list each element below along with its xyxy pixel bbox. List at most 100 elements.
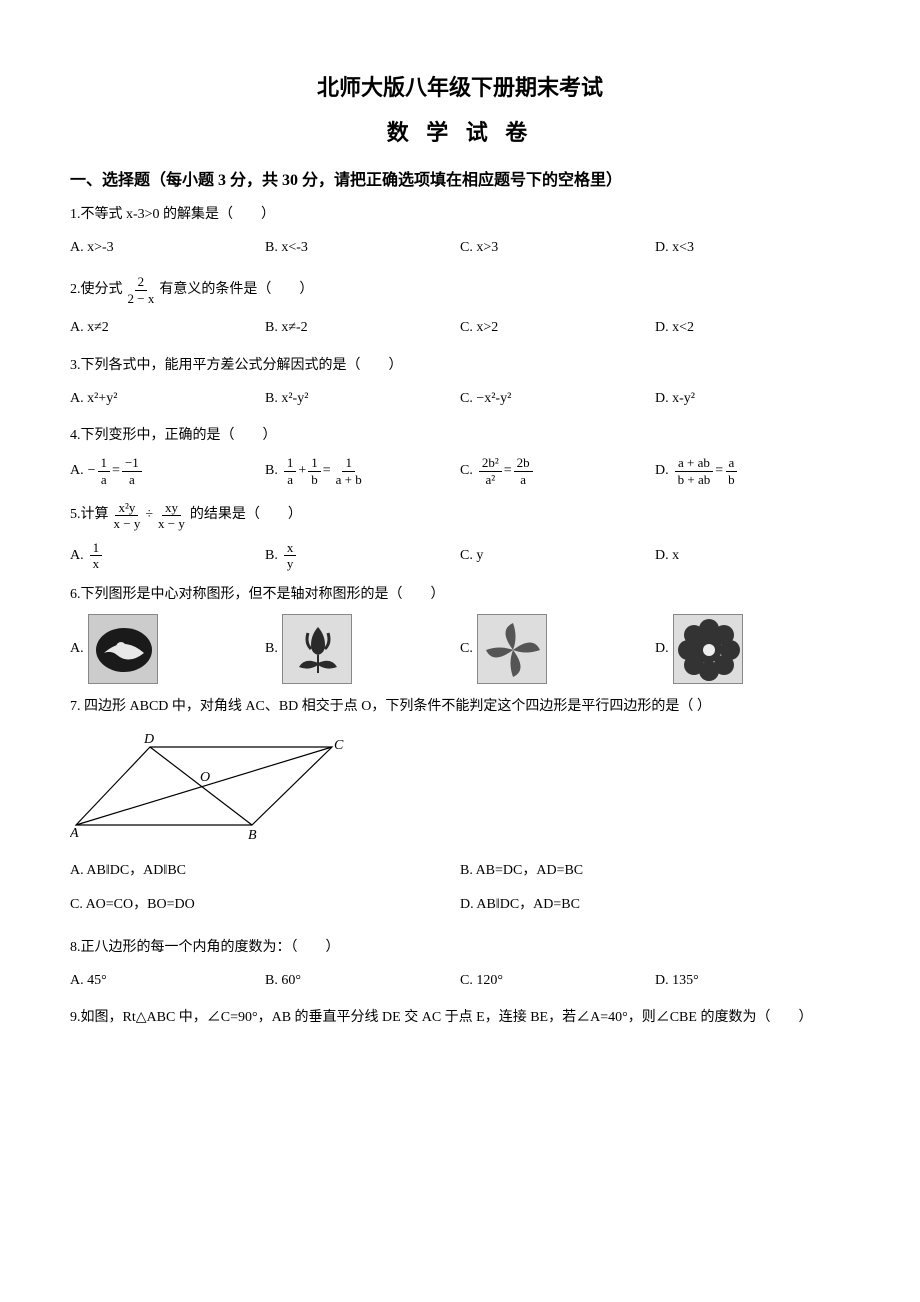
q6-image-c <box>477 614 547 684</box>
q6-c-label: C. <box>460 638 473 660</box>
eq-sign: = <box>112 460 120 482</box>
q4-d-lhs-den: b + ab <box>675 472 714 488</box>
eq-sign: = <box>323 460 331 482</box>
q5-t2-num: xy <box>162 500 181 517</box>
q7-label-b: B <box>248 828 257 841</box>
q4-a-rhs-num: −1 <box>122 455 142 472</box>
q4-b-t1-den: a <box>284 472 296 488</box>
q6-d-label: D. <box>655 638 669 660</box>
q4-b-t1: 1 a <box>284 455 297 487</box>
q2-opt-a: A. x≠2 <box>70 315 265 343</box>
q4-c-lhs: 2b² a² <box>479 455 502 487</box>
q2-suffix: 有意义的条件是（ ） <box>159 279 313 301</box>
eq-sign: = <box>504 460 512 482</box>
q1-options: A. x>-3 B. x<-3 C. x>3 D. x<3 <box>70 234 850 262</box>
q1-text: 1.不等式 x-3>0 的解集是（ ） <box>70 204 850 226</box>
q8-options: A. 45° B. 60° C. 120° D. 135° <box>70 967 850 995</box>
q2-text: 2.使分式 2 2 − x 有意义的条件是（ ） <box>70 274 850 306</box>
q4-c-lhs-num: 2b² <box>479 455 502 472</box>
q7-opt-c: C. AO=CO，BO=DO <box>70 891 460 919</box>
question-9: 9.如图，Rt△ABC 中，∠C=90°，AB 的垂直平分线 DE 交 AC 于… <box>70 1007 850 1029</box>
q7-label-d: D <box>143 732 154 747</box>
question-8: 8.正八边形的每一个内角的度数为：（ ） A. 45° B. 60° C. 12… <box>70 937 850 995</box>
q4-c-label: C. <box>460 460 473 482</box>
q4-b-rhs: 1 a + b <box>333 455 365 487</box>
q4-d-rhs-den: b <box>725 472 738 488</box>
q7-options: A. AB‖DC，AD‖BC B. AB=DC，AD=BC C. AO=CO，B… <box>70 857 850 925</box>
q8-opt-d: D. 135° <box>655 967 850 995</box>
q4-a-lhs: 1 a <box>98 455 111 487</box>
swirl-icon <box>89 615 158 684</box>
q5-text: 5.计算 x²y x − y ÷ xy x − y 的结果是（ ） <box>70 500 850 532</box>
q4-d-rhs: a b <box>725 455 738 487</box>
q5-a-frac: 1 x <box>90 540 103 572</box>
q6-options: A. B. C. <box>70 614 850 684</box>
q7-label-o: O <box>200 770 210 785</box>
q4-a-label: A. <box>70 460 84 482</box>
q4-options: A. − 1 a = −1 a B. 1 a + 1 b = <box>70 455 850 487</box>
q5-div: ÷ <box>145 504 153 526</box>
question-1: 1.不等式 x-3>0 的解集是（ ） A. x>-3 B. x<-3 C. x… <box>70 204 850 262</box>
q4-c-rhs-num: 2b <box>514 455 533 472</box>
q4-b-rhs-den: a + b <box>333 472 365 488</box>
q6-opt-d: D. <box>655 614 850 684</box>
q8-opt-c: C. 120° <box>460 967 655 995</box>
q7-opt-d: D. AB‖DC，AD=BC <box>460 891 850 919</box>
title-sub: 数 学 试 卷 <box>70 115 850 150</box>
plus-sign: + <box>298 460 306 482</box>
pinwheel-icon <box>478 615 547 684</box>
q6-text: 6.下列图形是中心对称图形，但不是轴对称图形的是（ ） <box>70 584 850 606</box>
q5-b-frac: x y <box>284 540 297 572</box>
q4-c-rhs: 2b a <box>514 455 533 487</box>
q5-t1-den: x − y <box>111 516 144 532</box>
q4-a-lhs-num: 1 <box>98 455 111 472</box>
title-main: 北师大版八年级下册期末考试 <box>70 70 850 105</box>
question-6: 6.下列图形是中心对称图形，但不是轴对称图形的是（ ） A. B. <box>70 584 850 684</box>
q4-c-lhs-den: a² <box>482 472 498 488</box>
q6-image-a <box>88 614 158 684</box>
q4-b-t2: 1 b <box>308 455 321 487</box>
q8-text: 8.正八边形的每一个内角的度数为：（ ） <box>70 937 850 959</box>
q4-a-lhs-den: a <box>98 472 110 488</box>
q5-t1-num: x²y <box>115 500 138 517</box>
q4-opt-a: A. − 1 a = −1 a <box>70 455 265 487</box>
q6-opt-b: B. <box>265 614 460 684</box>
q3-opt-b: B. x²-y² <box>265 385 460 413</box>
q4-d-label: D. <box>655 460 669 482</box>
tulip-icon <box>283 615 352 684</box>
q2-opt-c: C. x>2 <box>460 315 655 343</box>
q4-c-rhs-den: a <box>517 472 529 488</box>
q4-opt-c: C. 2b² a² = 2b a <box>460 455 655 487</box>
q1-opt-c: C. x>3 <box>460 234 655 262</box>
q2-prefix: 2.使分式 <box>70 279 123 301</box>
q3-opt-c: C. −x²-y² <box>460 385 655 413</box>
q7-opt-a: A. AB‖DC，AD‖BC <box>70 857 460 885</box>
q5-a-den: x <box>90 556 103 572</box>
q1-opt-b: B. x<-3 <box>265 234 460 262</box>
q9-text: 9.如图，Rt△ABC 中，∠C=90°，AB 的垂直平分线 DE 交 AC 于… <box>70 1007 850 1029</box>
q4-opt-d: D. a + ab b + ab = a b <box>655 455 850 487</box>
q6-image-b <box>282 614 352 684</box>
q4-a-rhs: −1 a <box>122 455 142 487</box>
q4-b-rhs-num: 1 <box>342 455 355 472</box>
q4-a-rhs-den: a <box>126 472 138 488</box>
q6-image-d <box>673 614 743 684</box>
section-1-header: 一、选择题（每小题 3 分，共 30 分，请把正确选项填在相应题号下的空格里） <box>70 168 850 194</box>
q5-b-num: x <box>284 540 297 557</box>
q8-opt-a: A. 45° <box>70 967 265 995</box>
question-4: 4.下列变形中，正确的是（ ） A. − 1 a = −1 a B. 1 a +… <box>70 425 850 488</box>
q7-text: 7. 四边形 ABCD 中，对角线 AC、BD 相交于点 O，下列条件不能判定这… <box>70 696 850 718</box>
q7-label-c: C <box>334 738 344 753</box>
question-7: 7. 四边形 ABCD 中，对角线 AC、BD 相交于点 O，下列条件不能判定这… <box>70 696 850 925</box>
q5-t1: x²y x − y <box>111 500 144 532</box>
q7-label-a: A <box>70 826 79 841</box>
q6-b-label: B. <box>265 638 278 660</box>
q8-opt-b: B. 60° <box>265 967 460 995</box>
q2-opt-d: D. x<2 <box>655 315 850 343</box>
q2-fraction: 2 2 − x <box>125 274 158 306</box>
q5-options: A. 1 x B. x y C. y D. x <box>70 540 850 572</box>
q7-opt-b: B. AB=DC，AD=BC <box>460 857 850 885</box>
q5-a-label: A. <box>70 545 84 567</box>
q5-suffix: 的结果是（ ） <box>190 504 302 526</box>
q3-options: A. x²+y² B. x²-y² C. −x²-y² D. x-y² <box>70 385 850 413</box>
